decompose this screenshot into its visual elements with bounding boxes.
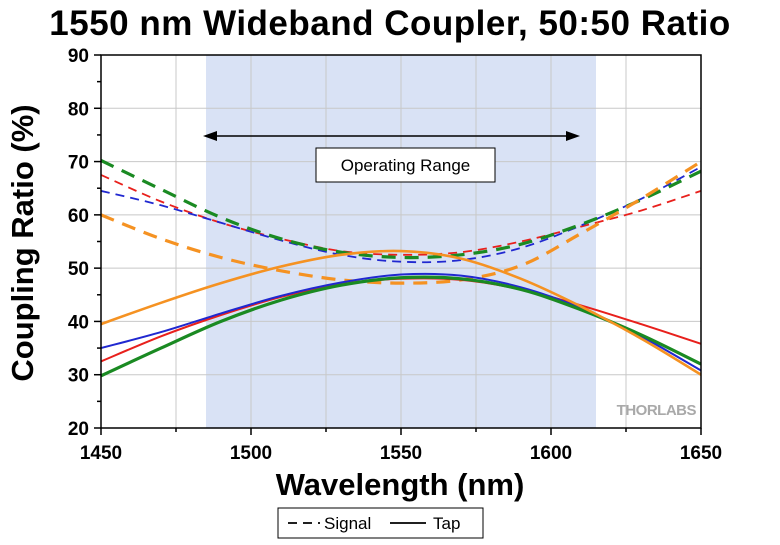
y-tick-label: 50 — [68, 259, 89, 280]
operating-range-label-box — [315, 147, 496, 183]
x-tick-label: 1650 — [680, 443, 722, 464]
y-tick-labels: 20 30 40 50 60 70 80 90 — [68, 46, 89, 440]
x-axis-label: Wavelength (nm) — [276, 467, 525, 502]
y-tick-label: 30 — [68, 366, 89, 387]
range-arrow-left-head — [203, 131, 217, 141]
y-axis-label: Coupling Ratio (%) — [5, 104, 40, 381]
x-tick-label: 1500 — [230, 443, 272, 464]
y-tick-label: 20 — [68, 419, 89, 440]
legend-signal-label: Signal — [324, 514, 371, 533]
signal-red-line — [101, 174, 701, 256]
x-tick-labels: 1450 1500 1550 1600 1650 — [80, 443, 722, 464]
operating-range-annotation: Operating Range — [203, 131, 580, 183]
axis-ticks — [94, 54, 702, 435]
signal-orange-line — [101, 160, 701, 285]
y-tick-label: 90 — [68, 46, 89, 67]
y-tick-label: 80 — [68, 99, 89, 120]
legend-tap-label: Tap — [433, 514, 460, 533]
chart-title: 1550 nm Wideband Coupler, 50:50 Ratio — [49, 4, 731, 43]
x-tick-label: 1600 — [530, 443, 572, 464]
y-tick-label: 70 — [68, 153, 89, 174]
x-tick-label: 1550 — [380, 443, 422, 464]
tap-orange-line — [101, 249, 701, 376]
y-tick-label: 40 — [68, 312, 89, 333]
thorlabs-logo: THORLABS — [617, 402, 697, 419]
range-arrow-right-head — [566, 131, 580, 141]
series-layer — [101, 159, 701, 378]
signal-blue-line — [101, 166, 701, 264]
x-tick-label: 1450 — [80, 443, 122, 464]
legend: Signal Tap — [277, 507, 484, 539]
y-tick-label: 60 — [68, 206, 89, 227]
operating-range-label: Operating Range — [341, 156, 470, 175]
grid-lines — [101, 55, 701, 428]
legend-box — [277, 507, 484, 539]
